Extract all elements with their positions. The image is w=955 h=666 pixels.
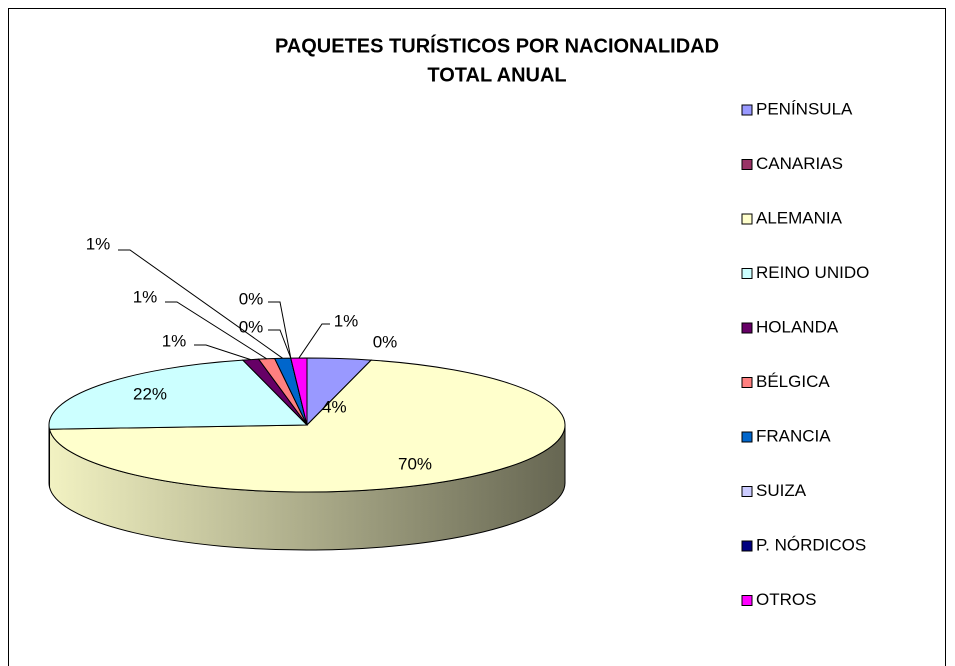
legend-label: CANARIAS [756,154,843,173]
data-label: 1% [334,311,359,330]
legend-swatch [741,486,753,497]
data-label: 1% [86,234,111,253]
slice [48,359,566,493]
chart-border [8,8,946,666]
leader-line [268,329,292,359]
data-label: 22% [133,384,167,403]
legend-swatch [741,377,753,388]
data-label: 0% [373,332,398,351]
leader-line [194,344,251,361]
slice [48,359,309,430]
chart-title: PAQUETES TURÍSTICOS POR NACIONALIDAD [275,34,719,57]
legend-label: SUIZA [756,481,807,500]
chart-subtitle: TOTAL ANUAL [427,64,566,86]
legend-swatch [741,159,753,170]
slice-side [48,424,51,488]
legend-label: BÉLGICA [756,372,830,391]
legend-label: HOLANDA [756,317,839,336]
data-label: 70% [398,454,432,473]
data-label: 0% [239,289,264,308]
legend-swatch [741,104,753,116]
data-label: 1% [162,331,187,350]
data-label: 1% [133,287,158,306]
legend-label: REINO UNIDO [756,263,869,282]
legend-swatch [741,322,753,334]
leader-line [165,301,267,360]
legend-swatch [741,540,753,552]
legend-label: OTROS [756,590,816,609]
legend-swatch [741,268,753,279]
legend-swatch [741,213,753,225]
leader-line [298,323,330,359]
legend-label: PENÍNSULA [756,99,853,118]
legend-label: FRANCIA [756,426,831,445]
legend-label: P. NÓRDICOS [756,535,866,554]
data-label: 0% [239,317,264,336]
data-label: 4% [322,397,347,416]
leader-line [118,249,284,359]
legend-swatch [741,431,753,443]
legend-label: ALEMANIA [756,208,843,227]
leader-line [268,301,292,359]
legend-swatch [741,595,753,606]
